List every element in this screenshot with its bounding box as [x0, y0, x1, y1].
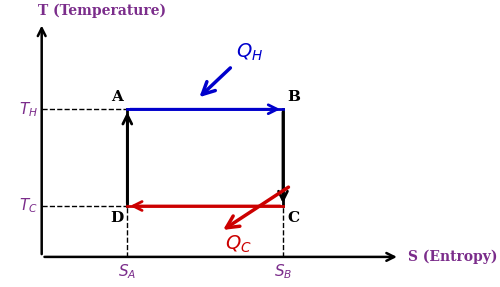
Text: C: C [287, 211, 299, 225]
Text: $Q_H$: $Q_H$ [236, 42, 264, 63]
Text: T (Temperature): T (Temperature) [38, 3, 166, 18]
Text: B: B [287, 90, 300, 104]
Text: $Q_C$: $Q_C$ [224, 234, 252, 255]
Text: A: A [112, 90, 124, 104]
Text: $T_C$: $T_C$ [19, 197, 38, 215]
Text: $S_B$: $S_B$ [274, 262, 292, 281]
Text: D: D [110, 211, 124, 225]
Text: $S_A$: $S_A$ [118, 262, 137, 281]
Text: S (Entropy): S (Entropy) [408, 250, 497, 264]
Text: $T_H$: $T_H$ [19, 100, 38, 119]
